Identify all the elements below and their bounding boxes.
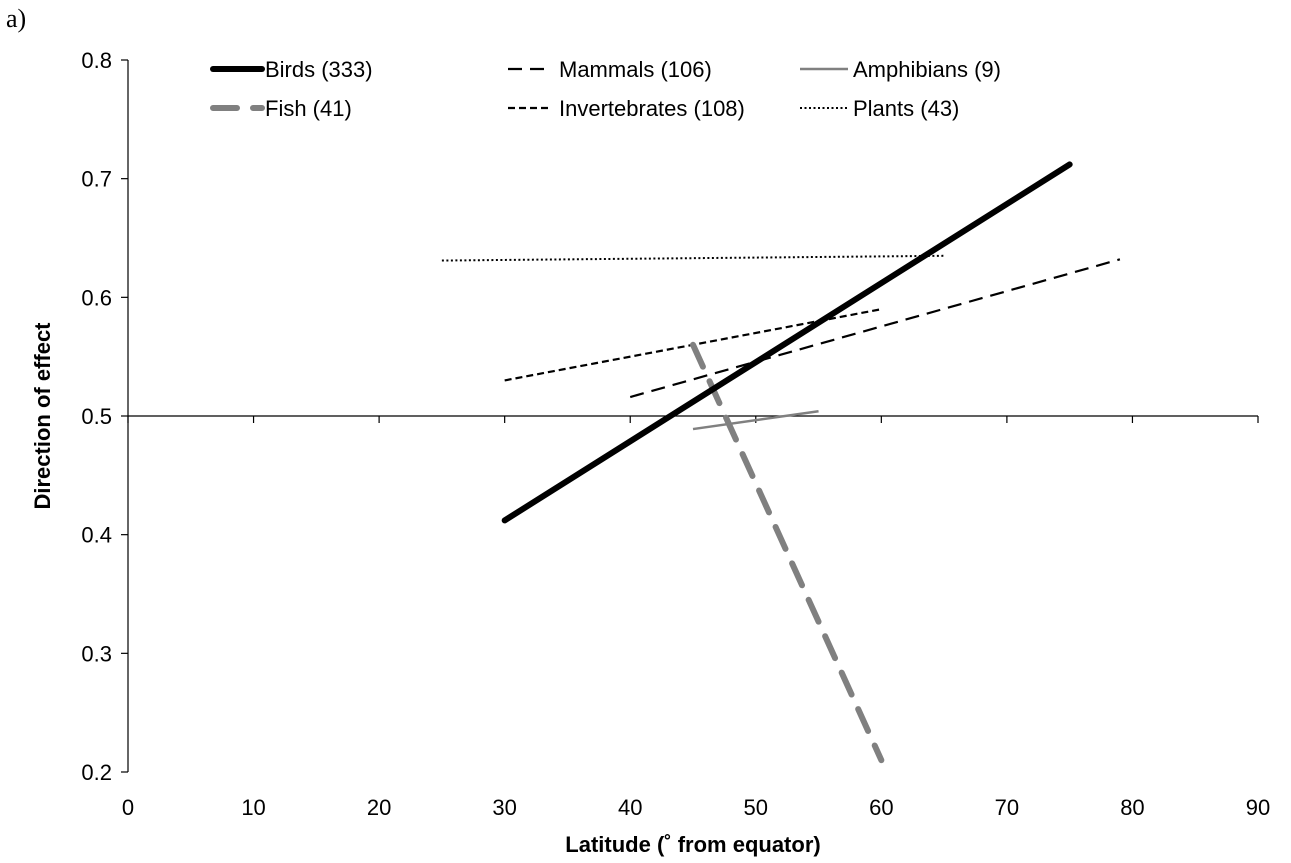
series-line [690,341,885,764]
y-axis-title: Direction of effect [30,322,55,510]
y-tick-label: 0.5 [81,404,112,429]
y-tick-label: 0.7 [81,167,112,192]
tick-labels: 0.2 0.3 0.4 0.5 0.6 0.7 0.8 0 10 20 30 40 50 60 70 80 90 [81,48,1270,820]
y-tick-label: 0.6 [81,285,112,310]
legend-label: Birds (333) [265,57,373,82]
series-line [629,258,1121,399]
y-tick-label: 0.8 [81,48,112,73]
legend-label: Mammals (106) [559,57,712,82]
x-tick-label: 90 [1246,795,1270,820]
legend-label: Plants (43) [853,96,959,121]
legend-label: Fish (41) [265,96,352,121]
y-tick-label: 0.3 [81,641,112,666]
x-axis-title: Latitude (˚ from equator) [565,832,820,857]
legend: Birds (333) Mammals (106) Amphibians (9) Fi… [210,57,1001,121]
x-tick-label: 40 [618,795,642,820]
x-tick-label: 50 [744,795,768,820]
series-line [692,410,819,431]
x-tick-label: 10 [241,795,265,820]
axes [121,59,1259,773]
x-tick-label: 0 [122,795,134,820]
series-line [441,254,945,262]
x-tick-label: 70 [995,795,1019,820]
series-lines [441,161,1121,764]
panel-label: a) [6,4,27,33]
x-tick-label: 80 [1120,795,1144,820]
y-tick-label: 0.2 [81,760,112,785]
legend-label: Amphibians (9) [853,57,1001,82]
x-tick-label: 30 [492,795,516,820]
x-tick-label: 60 [869,795,893,820]
x-tick-label: 20 [367,795,391,820]
series-line [501,161,1073,524]
legend-label: Invertebrates (108) [559,96,745,121]
y-tick-label: 0.4 [81,523,112,548]
